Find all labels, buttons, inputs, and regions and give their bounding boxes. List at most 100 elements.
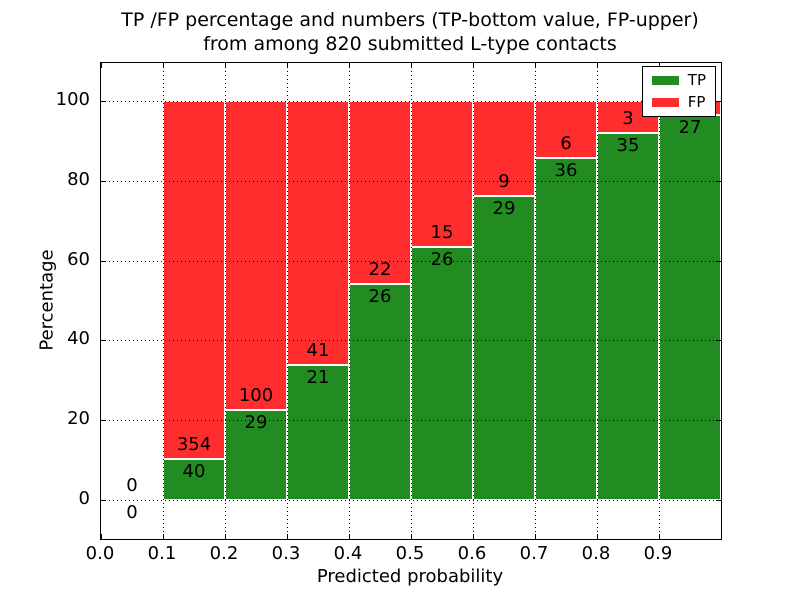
y-tick-mark: [716, 180, 721, 182]
bar-segment-tp: [225, 410, 287, 500]
x-tick-mark: [659, 534, 660, 539]
plot-area: TP FP 0035440100294121222615269296363351…: [100, 62, 722, 540]
y-tick-mark: [716, 260, 721, 262]
legend-swatch-fp-icon: [651, 98, 679, 107]
bar-segment-fp: [163, 101, 225, 460]
x-tick-label: 0.4: [333, 543, 363, 564]
bar-label-tp-count: 35: [616, 134, 640, 156]
y-tick-mark: [101, 340, 106, 342]
bar-segment-tp: [473, 195, 535, 500]
legend-label-fp: FP: [687, 93, 706, 111]
legend-item-tp: TP: [651, 71, 706, 89]
bar-label-tp-count: 0: [126, 502, 138, 523]
y-tick-label: 0: [78, 488, 90, 509]
x-tick-mark: [287, 63, 288, 68]
bar-label-tp-count: 29: [244, 412, 268, 434]
y-tick-mark: [101, 180, 106, 182]
y-tick-label: 100: [55, 89, 90, 110]
x-tick-label: 0.9: [643, 543, 673, 564]
y-tick-mark: [716, 340, 721, 342]
bar-segment-tp: [349, 283, 411, 500]
x-tick-mark: [535, 534, 536, 539]
x-tick-mark: [163, 63, 164, 68]
x-tick-label: 0.8: [581, 543, 611, 564]
bar-label-fp-count: 15: [430, 221, 454, 243]
legend-label-tp: TP: [687, 71, 706, 89]
gridline-vertical: [473, 63, 474, 539]
x-tick-mark: [659, 63, 660, 68]
bar-label-fp-count: 0: [126, 475, 138, 496]
chart-title-line2: from among 820 submitted L-type contacts: [203, 33, 617, 55]
bar-label-fp-count: 6: [560, 133, 572, 154]
legend: TP FP: [641, 66, 716, 117]
bar-label-tp-count: 29: [492, 197, 516, 219]
x-tick-mark: [535, 63, 536, 68]
gridline-vertical: [163, 63, 164, 539]
bar-segment-tp: [163, 459, 225, 500]
bar-label-fp-count: 9: [498, 170, 510, 192]
y-tick-label: 40: [67, 328, 90, 350]
gridline-vertical: [535, 63, 536, 539]
bar-label-tp-count: 26: [368, 285, 392, 307]
y-tick-mark: [716, 420, 721, 422]
bar-segment-tp: [411, 246, 473, 500]
bar-label-tp-count: 21: [306, 366, 330, 388]
x-tick-mark: [349, 63, 350, 68]
chart-title: TP /FP percentage and numbers (TP-bottom…: [100, 8, 720, 56]
x-tick-label: 0.2: [209, 543, 239, 564]
x-tick-mark: [411, 63, 412, 68]
bar-label-tp-count: 27: [678, 117, 702, 139]
bar-label-fp-count: 41: [306, 339, 330, 361]
y-tick-mark: [716, 500, 721, 501]
x-tick-mark: [473, 534, 474, 539]
x-tick-label: 0.0: [85, 543, 115, 564]
bar-label-fp-count: 22: [368, 258, 392, 280]
y-tick-mark: [101, 500, 106, 501]
bar-label-tp-count: 40: [182, 461, 206, 483]
chart-title-line1: TP /FP percentage and numbers (TP-bottom…: [121, 9, 699, 31]
bar-label-fp-count: 100: [238, 385, 274, 407]
bar-label-tp-count: 36: [554, 160, 578, 181]
x-tick-label: 0.7: [519, 543, 549, 564]
x-tick-mark: [349, 534, 350, 539]
gridline-vertical: [597, 63, 598, 539]
gridline-vertical: [225, 63, 226, 539]
legend-item-fp: FP: [651, 93, 706, 111]
legend-swatch-tp-icon: [651, 76, 679, 85]
x-tick-label: 0.5: [395, 543, 425, 564]
x-tick-mark: [225, 63, 226, 68]
bar-segment-fp: [225, 101, 287, 411]
bar-segment-tp: [597, 132, 659, 500]
bar-label-tp-count: 26: [430, 248, 454, 270]
x-tick-mark: [101, 534, 102, 539]
bar-segment-tp: [535, 158, 597, 500]
x-tick-mark: [287, 534, 288, 539]
x-tick-mark: [163, 534, 164, 539]
gridline-vertical: [349, 63, 350, 539]
bar-segment-fp: [411, 101, 473, 247]
bar-label-fp-count: 3: [622, 107, 634, 129]
x-tick-mark: [225, 534, 226, 539]
y-tick-mark: [101, 101, 106, 102]
x-tick-label: 0.3: [271, 543, 301, 564]
y-tick-label: 20: [67, 408, 90, 430]
x-tick-mark: [597, 63, 598, 68]
bar-segment-fp: [349, 101, 411, 284]
x-axis-label: Predicted probability: [316, 566, 504, 587]
y-tick-mark: [716, 101, 721, 102]
y-tick-label: 80: [67, 168, 90, 190]
bar-label-fp-count: 354: [176, 434, 212, 456]
x-tick-mark: [597, 534, 598, 539]
x-tick-mark: [411, 534, 412, 539]
bar-segment-fp: [287, 101, 349, 365]
y-tick-mark: [101, 420, 106, 422]
bar-segment-tp: [659, 115, 721, 500]
y-tick-mark: [101, 260, 106, 262]
x-tick-label: 0.1: [147, 543, 177, 564]
x-tick-mark: [473, 63, 474, 68]
x-tick-mark: [101, 63, 102, 68]
gridline-vertical: [287, 63, 288, 539]
x-tick-label: 0.6: [457, 543, 487, 564]
y-tick-label: 60: [67, 248, 90, 270]
